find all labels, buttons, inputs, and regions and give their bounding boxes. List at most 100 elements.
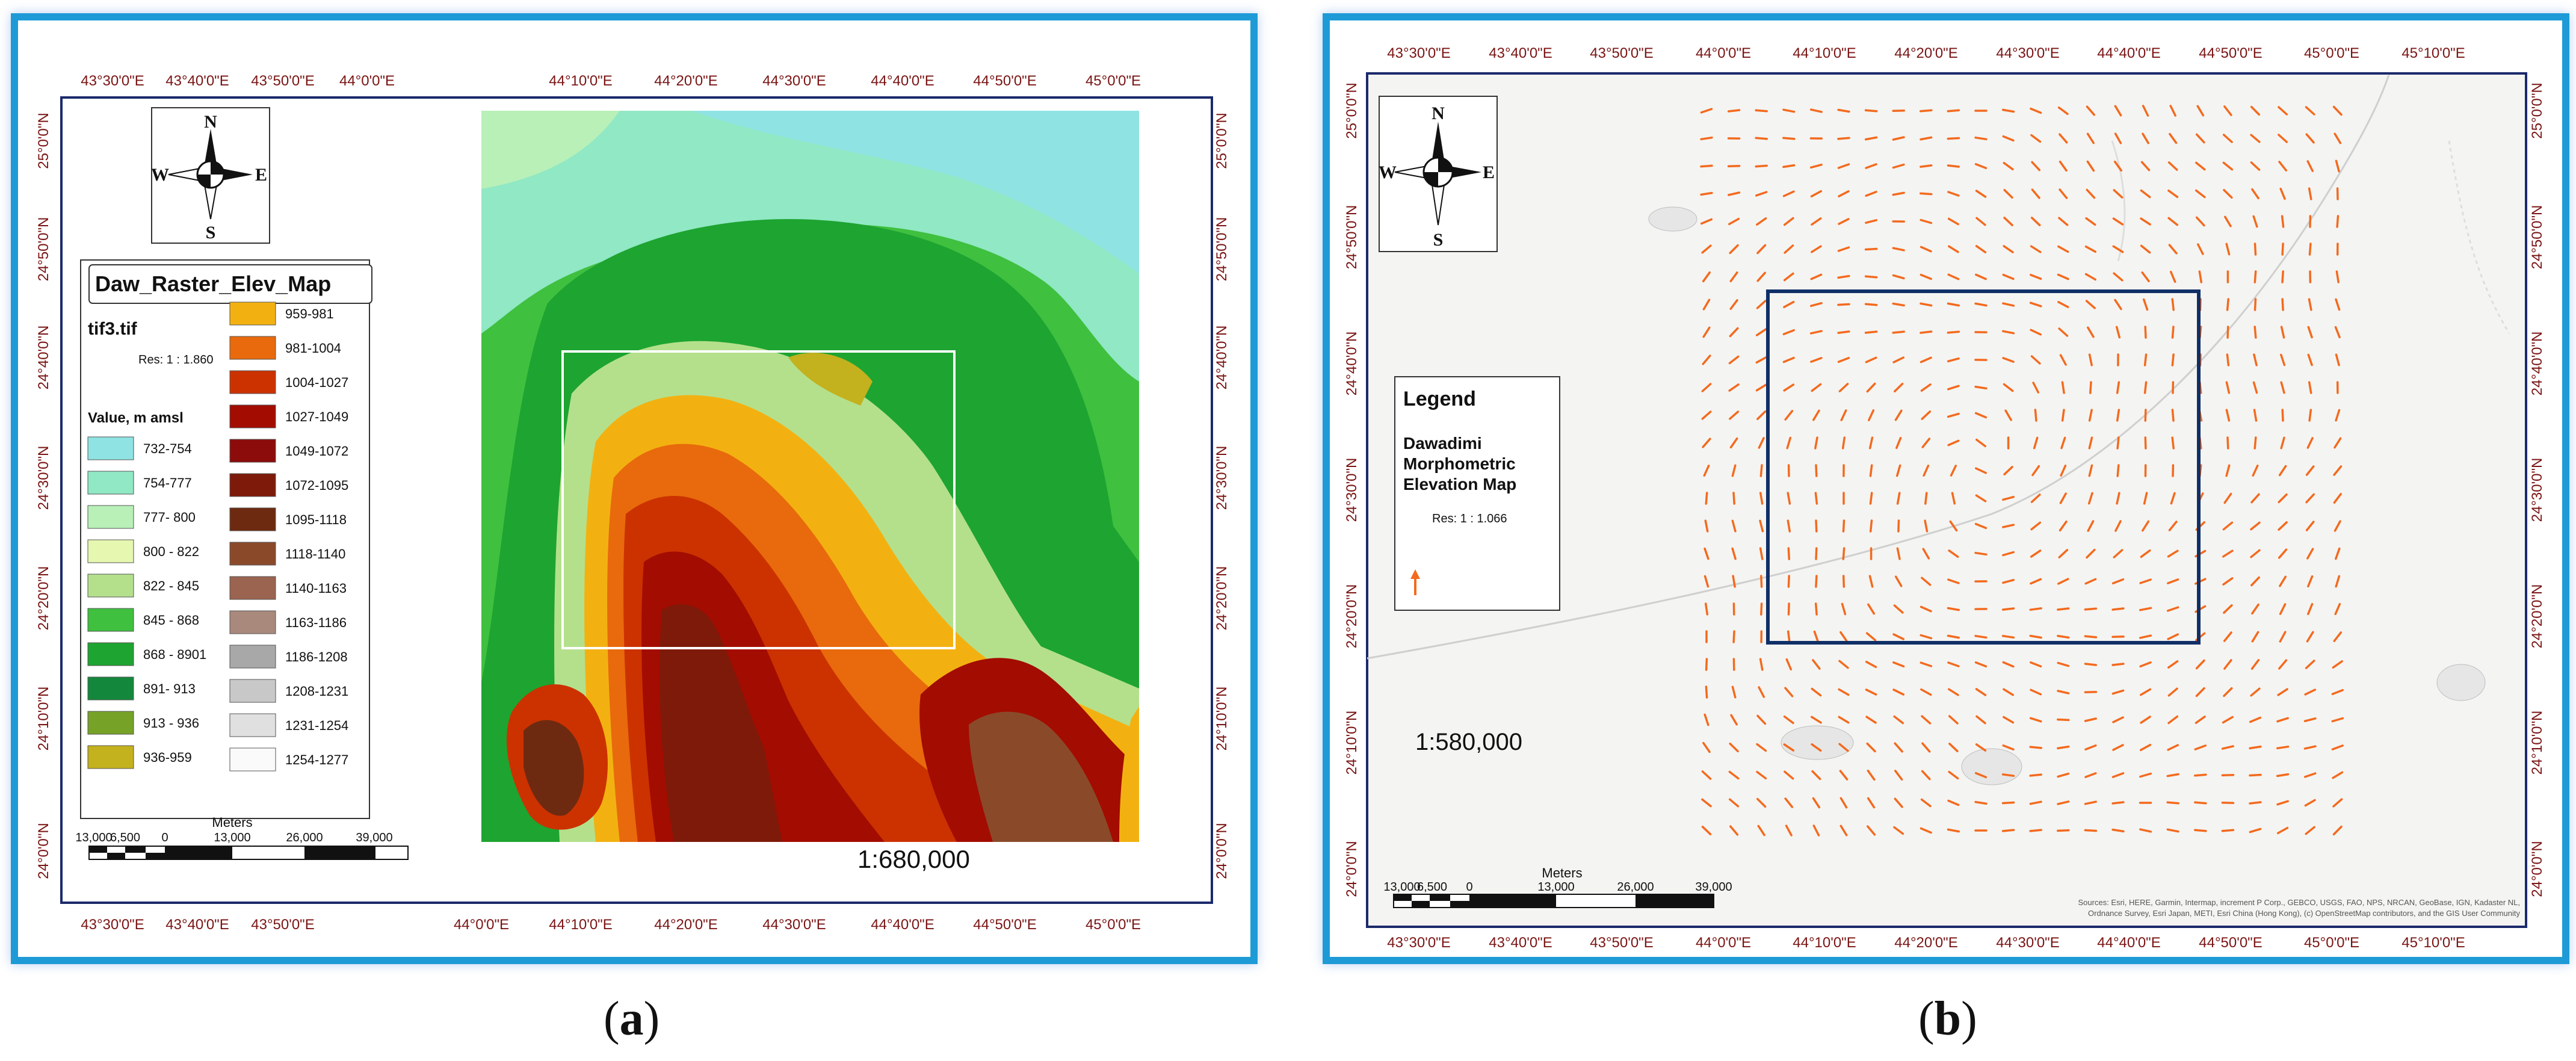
flow-arrow-icon xyxy=(2111,578,2125,584)
flow-arrow-icon xyxy=(1815,575,1818,588)
flow-arrow-icon xyxy=(1864,275,1878,279)
flow-arrow-icon xyxy=(2252,215,2258,228)
flow-arrow-icon xyxy=(2144,326,2147,339)
legend-class-label: 800 - 822 xyxy=(143,544,199,559)
flow-arrow-icon xyxy=(2140,688,2152,696)
compass-s: S xyxy=(206,223,216,243)
flow-arrow-icon xyxy=(1727,109,1741,113)
flow-arrow-icon xyxy=(2303,772,2317,778)
flow-arrow-icon xyxy=(1782,329,1795,336)
flow-arrow-icon xyxy=(1922,548,1930,560)
flow-arrow-icon xyxy=(1756,743,1767,752)
flow-arrow-icon xyxy=(2166,773,2179,778)
flow-arrow-icon xyxy=(2111,663,2125,666)
lon-label: 43°50'0"E xyxy=(1590,45,1653,61)
lon-label: 44°40'0"E xyxy=(871,917,934,933)
scale-tick-label: 0 xyxy=(161,831,168,844)
flow-arrow-icon xyxy=(1974,302,1988,307)
flow-arrow-icon xyxy=(1947,137,1960,140)
legend-classes-left: 732-754 754-777 777- 800 800 - 822 822 - 845… xyxy=(87,436,206,769)
flow-arrow-icon xyxy=(1897,519,1900,533)
flow-arrow-icon xyxy=(2061,381,2065,394)
legend-class-label: 1072-1095 xyxy=(285,478,348,493)
flow-arrow-icon xyxy=(2332,798,2343,808)
lon-label: 44°10'0"E xyxy=(549,917,612,933)
flow-arrow-icon xyxy=(2030,521,2042,531)
lat-label: 24°50'0"N xyxy=(1344,205,1360,270)
flow-arrow-icon xyxy=(1704,519,1709,533)
legend: Daw_Raster_Elev_Map tif3.tif Res: 1 : 1.… xyxy=(80,259,372,819)
lon-label: 44°50'0"E xyxy=(973,917,1036,933)
flow-arrow-icon xyxy=(1975,438,1986,448)
legend-swatch xyxy=(229,404,276,428)
flow-arrow-icon xyxy=(1948,770,1959,780)
flow-arrow-icon xyxy=(2251,188,2259,200)
flow-arrow-icon xyxy=(2086,105,2096,116)
flow-arrow-icon xyxy=(2250,105,2261,116)
flow-arrow-icon xyxy=(2059,188,2068,199)
flow-arrow-icon xyxy=(1951,492,1956,505)
scale-bar-units: Meters xyxy=(1542,865,1582,880)
flow-arrow-icon xyxy=(1920,383,1932,392)
flow-arrow-icon xyxy=(1784,410,1794,421)
flow-arrow-icon xyxy=(2249,773,2262,777)
flow-arrow-icon xyxy=(2029,773,2042,777)
flow-arrow-icon xyxy=(1948,688,1959,696)
flow-arrow-icon xyxy=(2221,829,2235,832)
flow-arrow-icon xyxy=(2084,635,2098,639)
flow-arrow-icon xyxy=(1785,658,1793,671)
flow-arrow-icon xyxy=(2167,549,2179,558)
flow-arrow-icon xyxy=(2116,492,2120,505)
flow-arrow-icon xyxy=(1729,244,1739,255)
flow-arrow-icon xyxy=(2221,745,2234,750)
flow-arrow-icon xyxy=(1892,661,1905,668)
flow-arrow-icon xyxy=(1810,357,1823,363)
lon-label: 44°0'0"E xyxy=(454,917,509,933)
flow-arrow-icon xyxy=(1974,412,1988,419)
flow-arrow-icon xyxy=(2140,189,2151,199)
flow-arrow-icon xyxy=(2113,189,2124,199)
flow-arrow-icon xyxy=(2111,607,2125,611)
flow-arrow-icon xyxy=(1728,770,1740,780)
flow-arrow-icon xyxy=(1947,412,1960,418)
flow-arrow-icon xyxy=(1975,743,1987,752)
flow-arrow-icon xyxy=(2086,160,2095,172)
flow-arrow-icon xyxy=(2250,493,2260,504)
flow-arrow-icon xyxy=(2001,773,2015,777)
lat-label: 25°0'0"N xyxy=(1344,82,1360,138)
flow-arrow-icon xyxy=(1865,163,1877,169)
compass-e: E xyxy=(255,165,267,185)
flow-arrow-icon xyxy=(1947,661,1960,667)
flow-arrow-icon xyxy=(1703,575,1710,588)
flow-arrow-icon xyxy=(1756,797,1767,808)
flow-arrow-icon xyxy=(1838,218,1850,225)
legend-swatch xyxy=(87,574,134,598)
flow-arrow-icon xyxy=(2029,829,2042,832)
flow-arrow-icon xyxy=(2279,631,2287,643)
flow-arrow-icon xyxy=(2059,520,2068,532)
flow-arrow-icon xyxy=(1783,217,1794,226)
flow-arrow-icon xyxy=(2308,298,2312,311)
flow-arrow-icon xyxy=(2140,549,2151,558)
flow-arrow-icon xyxy=(1731,547,1737,560)
legend-class-label: 845 - 868 xyxy=(143,613,199,628)
flow-arrow-icon xyxy=(2139,743,2152,752)
flow-arrow-icon xyxy=(2088,353,2093,367)
flow-arrow-icon xyxy=(1705,685,1708,699)
flow-arrow-icon xyxy=(1787,492,1791,505)
legend-swatch xyxy=(87,676,134,701)
lon-label: 44°20'0"E xyxy=(1894,935,1957,951)
flow-arrow-icon xyxy=(2224,215,2232,227)
flow-arrow-icon xyxy=(2030,688,2042,696)
flow-arrow-icon xyxy=(2057,661,2070,667)
lat-label: 24°40'0"N xyxy=(1214,326,1230,390)
flow-arrow-icon xyxy=(1869,464,1873,477)
right-latitude-labels: 25°0'0"N 24°50'0"N 24°40'0"N 24°30'0"N 2… xyxy=(1214,113,1230,879)
legend-class-label: 936-959 xyxy=(143,750,192,765)
flow-arrow-icon xyxy=(1814,602,1818,616)
flow-arrow-icon xyxy=(2057,800,2070,805)
legend-swatch xyxy=(87,608,134,632)
lon-label: 44°0'0"E xyxy=(339,73,395,89)
flow-arrow-icon xyxy=(2030,107,2042,114)
scale-bar: Meters 13,000 6,500 0 13,000 26,000 39,0… xyxy=(1383,865,1732,908)
